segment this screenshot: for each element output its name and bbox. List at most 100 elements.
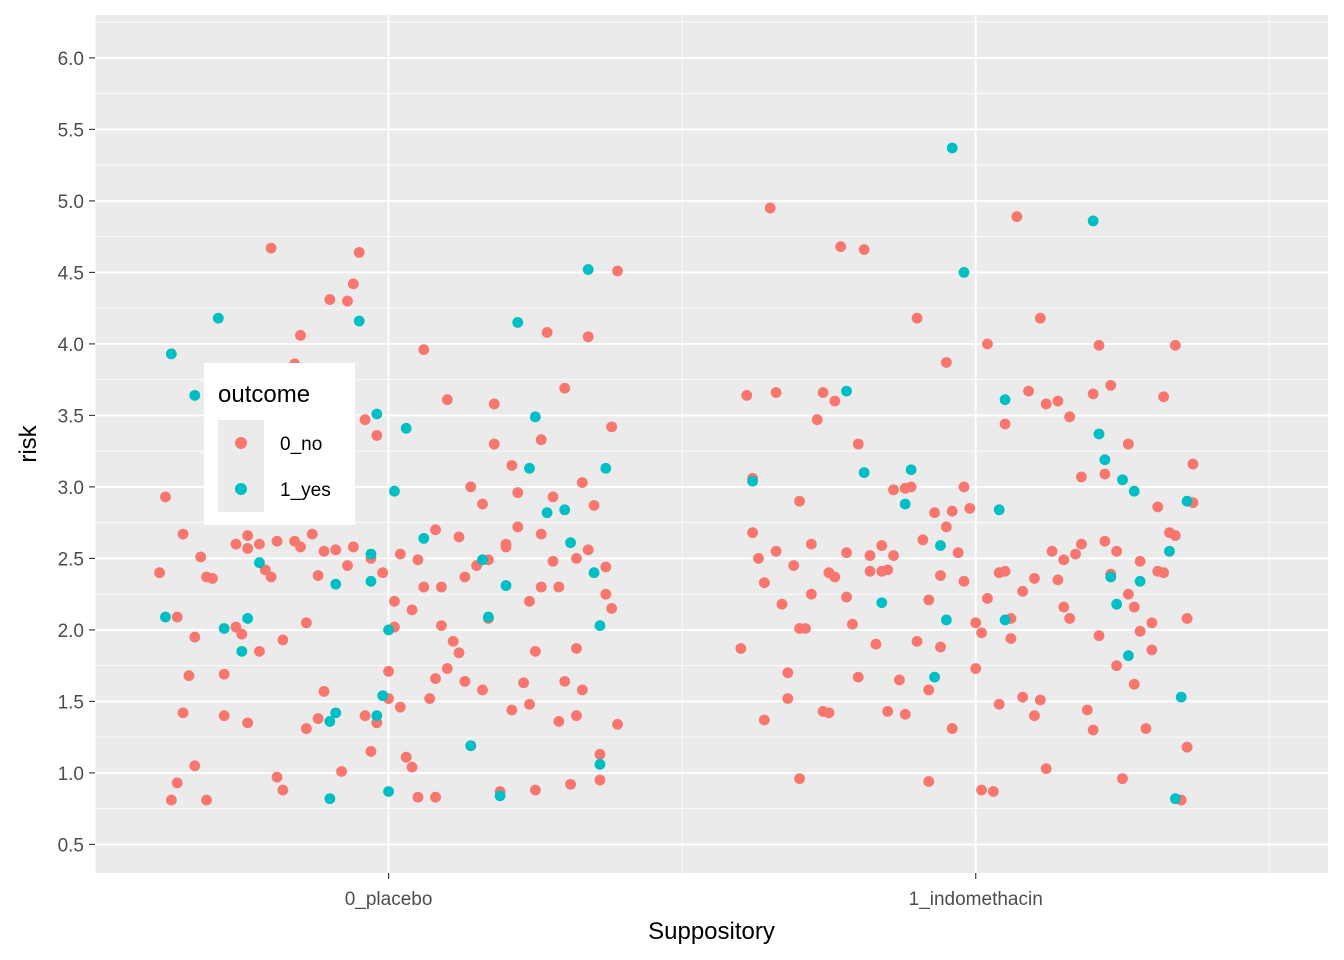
point-0-no [230,538,242,550]
point-0-no [1087,724,1099,736]
point-0-no [547,491,559,503]
point-0-no [794,773,805,785]
point-0-no [1023,385,1034,397]
point-0-no [277,784,289,796]
point-1-yes [500,580,512,591]
point-0-no [506,460,518,471]
point-0-no [201,794,212,806]
point-1-yes [1128,485,1140,497]
point-1-yes [1099,454,1111,466]
point-1-yes [946,142,958,154]
point-0-no [1152,565,1164,577]
point-0-no [418,581,430,593]
point-0-no [488,398,500,410]
x-axis-title: Suppository [648,918,775,945]
point-0-no [406,761,418,773]
point-0-no [342,295,353,307]
point-0-no [893,674,905,686]
point-1-yes [482,611,494,623]
point-0-no [1134,625,1146,637]
point-0-no [594,748,606,760]
point-1-yes [189,389,201,401]
point-1-yes [324,716,336,727]
point-1-yes [747,475,758,487]
point-1-yes [477,554,488,566]
point-0-no [559,675,571,687]
point-0-no [342,560,353,571]
point-0-no [882,706,894,717]
point-1-yes [876,597,888,609]
point-0-no [1070,548,1081,560]
point-0-no [477,498,488,510]
point-0-no [999,418,1011,430]
point-0-no [330,544,342,556]
point-0-no [518,677,530,689]
point-0-no [970,617,982,629]
point-0-no [541,327,553,338]
x-axis: 0_placebo 1_indomethacin [345,873,1043,910]
point-0-no [1111,660,1123,672]
point-0-no [453,531,465,543]
point-1-yes [165,348,177,360]
point-1-yes [1105,571,1117,583]
point-0-no [600,561,612,573]
point-1-yes [858,467,870,478]
point-0-no [923,684,935,696]
point-0-no [412,791,424,803]
point-0-no [753,553,764,564]
point-0-no [453,647,465,659]
point-0-no [459,675,471,687]
point-0-no [935,570,946,581]
point-0-no [811,414,823,426]
point-0-no [236,628,248,640]
point-0-no [952,547,964,559]
point-0-no [271,771,283,783]
point-0-no [588,500,600,511]
point-0-no [465,481,477,493]
legend-label-0-no: 0_no [280,434,322,455]
point-0-no [547,555,559,567]
point-0-no [606,421,618,433]
point-1-yes [371,710,383,722]
point-1-yes [400,422,412,434]
point-0-no [230,621,242,633]
y-axis: 0.5 1.0 1.5 2.0 2.5 3.0 3.5 4.0 4.5 5.0 5.5 6.0 [58,49,95,856]
point-0-no [553,581,565,593]
point-0-no [535,581,547,593]
point-0-no [735,643,747,654]
point-1-yes [929,671,941,683]
y-tick-label: 2.5 [58,549,84,570]
point-0-no [171,777,183,789]
point-0-no [312,570,324,581]
point-0-no [882,564,894,576]
point-0-no [529,784,541,796]
point-0-no [1076,538,1087,550]
y-axis-title: risk [15,424,42,462]
point-0-no [829,571,841,583]
point-0-no [946,723,958,734]
point-0-no [347,541,359,553]
point-0-no [506,704,518,716]
y-tick-label: 6.0 [58,49,84,70]
point-0-no [242,542,254,554]
point-0-no [1058,554,1070,566]
point-0-no [424,693,436,704]
point-0-no [218,710,230,722]
point-0-no [1005,633,1017,644]
point-0-no [841,591,852,603]
point-0-no [964,502,976,514]
point-0-no [982,593,993,604]
point-0-no [1058,601,1070,613]
point-1-yes [1181,495,1193,507]
point-0-no [987,786,999,797]
point-0-no [870,638,882,650]
point-0-no [377,567,389,579]
point-0-no [917,534,929,546]
point-0-no [218,668,230,680]
minor-grid [94,15,1328,873]
point-0-no [1187,458,1199,470]
point-0-no [400,751,412,763]
point-0-no [201,571,212,583]
point-0-no [841,547,852,559]
point-0-no [888,484,899,496]
